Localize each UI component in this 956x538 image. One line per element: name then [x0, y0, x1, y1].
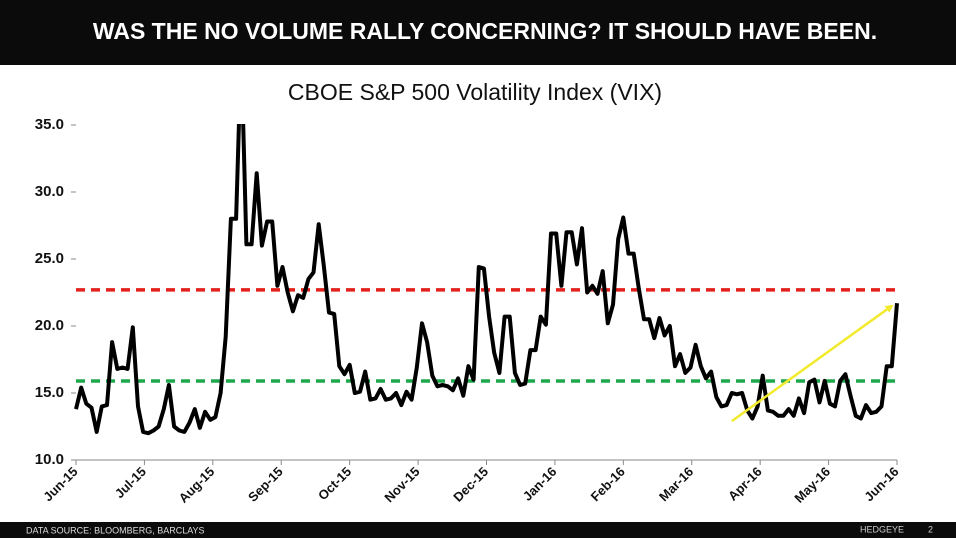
- y-tick-label: 30.0: [35, 183, 64, 200]
- x-tick-label: Jun-16: [861, 464, 901, 504]
- header-title: WAS THE NO VOLUME RALLY CONCERNING? IT S…: [93, 18, 877, 44]
- x-tick-label: Oct-15: [315, 464, 354, 503]
- header-bar: [0, 0, 956, 65]
- x-tick-label: Nov-15: [381, 464, 422, 505]
- footer-page: 2: [928, 524, 933, 534]
- x-tick-label: Sep-15: [245, 464, 286, 505]
- x-tick-label: Jan-16: [520, 464, 560, 504]
- footer-brand: HEDGEYE: [860, 524, 904, 534]
- chart-title: CBOE S&P 500 Volatility Index (VIX): [288, 79, 662, 105]
- x-tick-label: Jul-15: [112, 464, 149, 501]
- footer-source: DATA SOURCE: BLOOMBERG, BARCLAYS: [26, 525, 205, 535]
- y-tick-label: 20.0: [35, 317, 64, 334]
- x-tick-label: Mar-16: [656, 464, 696, 504]
- vix-line: [74, 124, 899, 436]
- y-tick-label: 25.0: [35, 250, 64, 267]
- y-tick-label: 15.0: [35, 384, 64, 401]
- footer-bar: [0, 522, 956, 538]
- plot-area: 10.0 15.0 20.0 25.0 30.0 35.0 Jun-15 Jul-15 Aug-…: [35, 116, 902, 506]
- x-tick-label: Aug-15: [176, 464, 218, 506]
- trend-arrow: [731, 304, 894, 423]
- x-tick-label: May-16: [791, 464, 833, 506]
- x-tick-label: Feb-16: [588, 464, 628, 504]
- y-tick-label: 10.0: [35, 451, 64, 468]
- y-tick-label: 35.0: [35, 116, 64, 133]
- x-tick-label: Apr-16: [725, 464, 765, 504]
- x-tick-label: Jun-15: [40, 464, 80, 504]
- x-tick-label: Dec-15: [450, 464, 491, 505]
